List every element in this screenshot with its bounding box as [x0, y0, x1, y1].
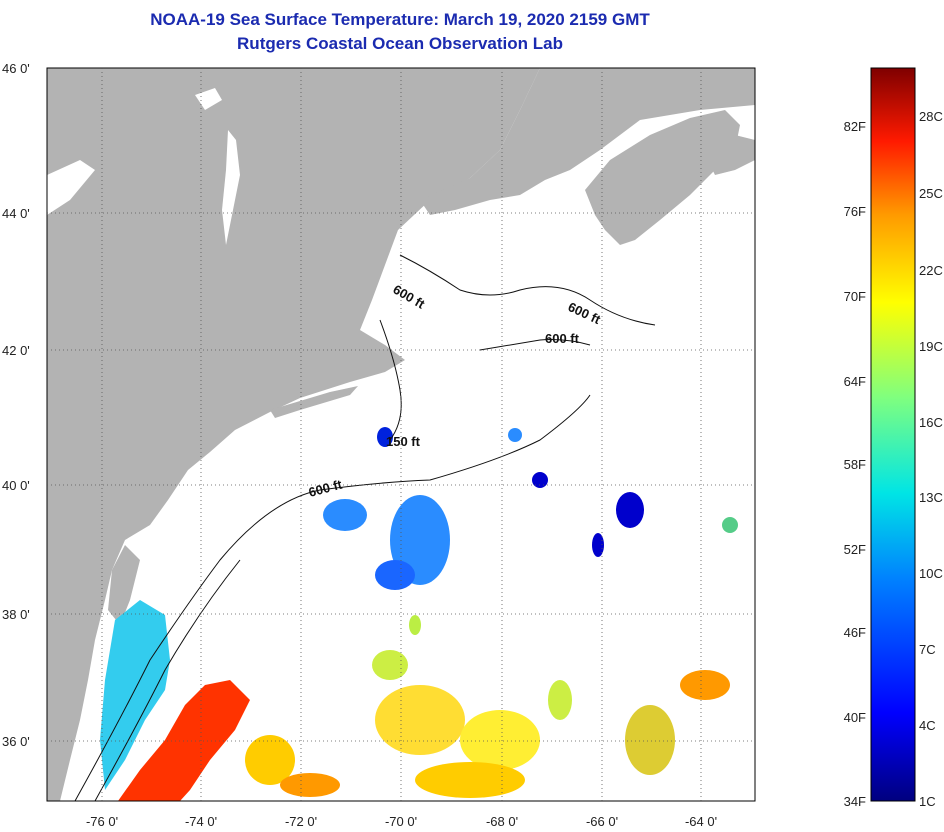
colorbar-c-labels: 28C 25C 22C 19C 16C 13C 10C 7C 4C 1C: [919, 109, 943, 809]
land-cape-breton: [705, 135, 755, 175]
lon-label: -68 0': [486, 814, 518, 829]
colorbar-gradient: [870, 67, 916, 802]
c-label: 16C: [919, 415, 943, 430]
c-label: 10C: [919, 566, 943, 581]
lon-label: -66 0': [586, 814, 618, 829]
lat-label: 36 0': [2, 734, 30, 749]
colorbar-f-labels: 82F 76F 70F 64F 58F 52F 46F 40F 34F: [844, 119, 866, 809]
land-long-island: [270, 386, 358, 418]
c-label: 1C: [919, 794, 936, 809]
lake-small: [195, 88, 222, 110]
c-label: 7C: [919, 642, 936, 657]
sst-patches: [245, 427, 738, 798]
lat-label: 42 0': [2, 343, 30, 358]
sst-gulf-stream: [118, 680, 250, 801]
lat-label: 38 0': [2, 607, 30, 622]
lat-label: 46 0': [2, 61, 30, 76]
f-label: 82F: [844, 119, 866, 134]
f-label: 76F: [844, 204, 866, 219]
f-label: 52F: [844, 542, 866, 557]
lon-label: -74 0': [185, 814, 217, 829]
contour-label-3: 600 ft: [545, 331, 580, 346]
f-label: 34F: [844, 794, 866, 809]
map-area: [47, 68, 755, 801]
lon-label: -64 0': [685, 814, 717, 829]
lat-label: 40 0': [2, 478, 30, 493]
c-label: 25C: [919, 186, 943, 201]
longitude-labels: -76 0' -74 0' -72 0' -70 0' -68 0' -66 0…: [86, 814, 717, 829]
map-title: NOAA-19 Sea Surface Temperature: March 1…: [150, 10, 650, 29]
lake-champlain: [222, 130, 240, 245]
c-label: 28C: [919, 109, 943, 124]
sst-coastal-cool: [100, 600, 170, 790]
lon-label: -70 0': [385, 814, 417, 829]
f-label: 46F: [844, 625, 866, 640]
f-label: 40F: [844, 710, 866, 725]
lon-label: -76 0': [86, 814, 118, 829]
c-label: 19C: [919, 339, 943, 354]
c-label: 4C: [919, 718, 936, 733]
c-label: 13C: [919, 490, 943, 505]
f-label: 58F: [844, 457, 866, 472]
land-nova-scotia: [585, 110, 740, 245]
c-label: 22C: [919, 263, 943, 278]
land-mainland: [47, 68, 540, 801]
land-new-england-coast: [420, 68, 755, 215]
bathymetry-contours: [74, 254, 656, 801]
latitude-labels: 46 0' 44 0' 42 0' 40 0' 38 0' 36 0': [2, 61, 30, 749]
lon-label: -72 0': [285, 814, 317, 829]
land-delmarva: [108, 545, 140, 625]
colorbar: 82F 76F 70F 64F 58F 52F 46F 40F 34F 28C …: [844, 67, 943, 809]
contour-label-4: 150 ft: [386, 434, 421, 449]
f-label: 64F: [844, 374, 866, 389]
map-subtitle: Rutgers Coastal Ocean Observation Lab: [237, 34, 563, 53]
lat-label: 44 0': [2, 206, 30, 221]
lake-ontario: [47, 160, 95, 215]
f-label: 70F: [844, 289, 866, 304]
